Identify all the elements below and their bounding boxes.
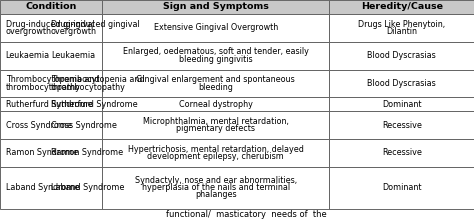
Bar bbox=[329, 14, 474, 42]
Text: Drug-induced gingival: Drug-induced gingival bbox=[6, 20, 94, 29]
Text: Laband Syndrome: Laband Syndrome bbox=[51, 183, 124, 192]
Text: Cross Syndrome: Cross Syndrome bbox=[6, 121, 72, 130]
Text: Rutherfurd Syndrome: Rutherfurd Syndrome bbox=[6, 100, 92, 109]
Text: overgrowth: overgrowth bbox=[51, 27, 97, 36]
Bar bbox=[0, 14, 102, 42]
Bar bbox=[0, 167, 102, 209]
Bar bbox=[0, 97, 102, 111]
Text: Blood Dyscrasias: Blood Dyscrasias bbox=[367, 79, 436, 88]
Bar bbox=[0, 14, 102, 42]
Bar bbox=[102, 14, 329, 42]
Bar bbox=[0, 97, 102, 111]
Text: bleeding: bleeding bbox=[198, 82, 233, 92]
Text: Syndactyly, nose and ear abnormalities,: Syndactyly, nose and ear abnormalities, bbox=[135, 176, 297, 185]
Text: Enlarged, oedematous, soft and tender, easily: Enlarged, oedematous, soft and tender, e… bbox=[123, 48, 309, 57]
Text: Corneal dystrophy: Corneal dystrophy bbox=[179, 100, 253, 109]
Bar bbox=[329, 0, 474, 14]
Bar bbox=[102, 42, 329, 70]
Text: Heredity/Cause: Heredity/Cause bbox=[361, 2, 443, 11]
Bar bbox=[329, 70, 474, 97]
Bar bbox=[329, 111, 474, 139]
Text: pigmentary defects: pigmentary defects bbox=[176, 124, 255, 133]
Text: Hypertrichosis, mental retardation, delayed: Hypertrichosis, mental retardation, dela… bbox=[128, 145, 304, 154]
Text: Blood Dyscrasias: Blood Dyscrasias bbox=[367, 51, 436, 60]
Bar bbox=[329, 167, 474, 209]
Text: Leukaemia: Leukaemia bbox=[6, 51, 50, 60]
Bar bbox=[102, 111, 329, 139]
Bar bbox=[329, 139, 474, 167]
Text: thrombocytopathy: thrombocytopathy bbox=[6, 82, 81, 92]
Text: Recessive: Recessive bbox=[382, 148, 422, 158]
Bar bbox=[0, 70, 102, 97]
Text: Cross Syndrome: Cross Syndrome bbox=[51, 121, 117, 130]
Text: Dominant: Dominant bbox=[382, 100, 421, 109]
Bar bbox=[102, 167, 329, 209]
Bar bbox=[102, 14, 329, 42]
Bar bbox=[329, 111, 474, 139]
Bar bbox=[102, 97, 329, 111]
Bar bbox=[0, 42, 102, 70]
Text: Thrombocytopenia and: Thrombocytopenia and bbox=[6, 75, 99, 84]
Text: Condition: Condition bbox=[25, 2, 77, 11]
Bar bbox=[102, 42, 329, 70]
Bar bbox=[0, 111, 102, 139]
Bar bbox=[329, 97, 474, 111]
Text: Extensive Gingival Overgrowth: Extensive Gingival Overgrowth bbox=[154, 23, 278, 32]
Text: overgrowth: overgrowth bbox=[6, 27, 52, 36]
Text: phalanges: phalanges bbox=[195, 191, 237, 200]
Text: Microphthalmia, mental retardation,: Microphthalmia, mental retardation, bbox=[143, 117, 289, 126]
Bar bbox=[0, 70, 102, 97]
Text: Recessive: Recessive bbox=[382, 121, 422, 130]
Bar bbox=[329, 97, 474, 111]
Text: hyperplasia of the nails and terminal: hyperplasia of the nails and terminal bbox=[142, 183, 290, 192]
Bar bbox=[102, 167, 329, 209]
Bar bbox=[329, 42, 474, 70]
Text: bleeding gingivitis: bleeding gingivitis bbox=[179, 55, 253, 64]
Bar bbox=[329, 42, 474, 70]
Bar bbox=[102, 0, 329, 14]
Text: Dominant: Dominant bbox=[382, 183, 421, 192]
Bar bbox=[102, 70, 329, 97]
Bar bbox=[0, 111, 102, 139]
Text: Laband Syndrome: Laband Syndrome bbox=[6, 183, 79, 192]
Text: Dilantin: Dilantin bbox=[386, 27, 417, 36]
Bar bbox=[329, 167, 474, 209]
Text: Sign and Symptoms: Sign and Symptoms bbox=[163, 2, 269, 11]
Text: Thrombocytopenia and: Thrombocytopenia and bbox=[51, 75, 145, 84]
Bar bbox=[0, 139, 102, 167]
Bar bbox=[102, 70, 329, 97]
Text: Drugs Like Phenytoin,: Drugs Like Phenytoin, bbox=[358, 20, 445, 29]
Bar bbox=[0, 167, 102, 209]
Bar bbox=[329, 14, 474, 42]
Bar bbox=[102, 139, 329, 167]
Text: Ramon Syndrome: Ramon Syndrome bbox=[51, 148, 123, 158]
Bar bbox=[102, 97, 329, 111]
Text: thrombocytopathy: thrombocytopathy bbox=[51, 82, 126, 92]
Text: Leukaemia: Leukaemia bbox=[51, 51, 95, 60]
Text: Drug-induced gingival: Drug-induced gingival bbox=[51, 20, 140, 29]
Bar bbox=[102, 0, 329, 14]
Bar bbox=[329, 70, 474, 97]
Text: development epilepsy, cherubism: development epilepsy, cherubism bbox=[147, 152, 284, 161]
Bar bbox=[0, 139, 102, 167]
Bar bbox=[102, 139, 329, 167]
Bar bbox=[102, 111, 329, 139]
Bar bbox=[329, 139, 474, 167]
Text: Ramon Syndrome: Ramon Syndrome bbox=[6, 148, 78, 158]
Bar bbox=[329, 0, 474, 14]
Text: Rutherfurd Syndrome: Rutherfurd Syndrome bbox=[51, 100, 137, 109]
Text: Gingival enlargement and spontaneous: Gingival enlargement and spontaneous bbox=[137, 75, 295, 84]
Bar bbox=[0, 0, 102, 14]
Bar bbox=[0, 42, 102, 70]
Bar bbox=[0, 0, 102, 14]
Text: functional/  masticatory  needs of  the: functional/ masticatory needs of the bbox=[166, 210, 327, 219]
